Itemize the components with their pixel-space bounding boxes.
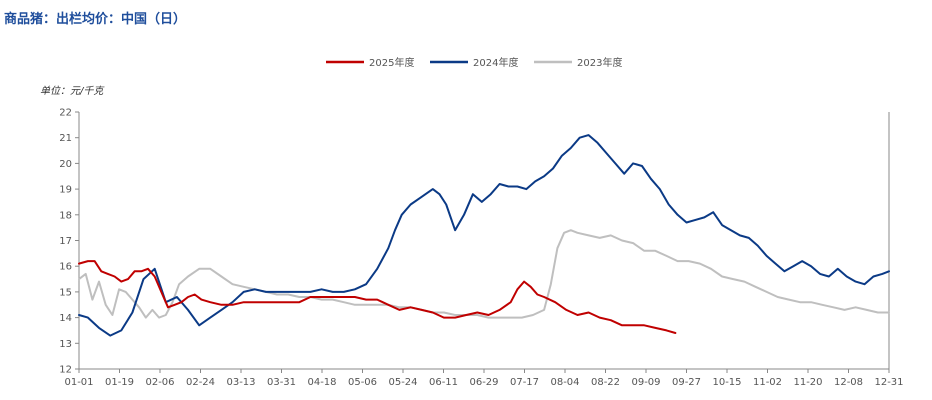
series-line-2 [78,229,890,319]
x-tick-label: 01-19 [105,377,134,388]
x-tick-label: 03-13 [226,377,255,388]
y-tick-label: 16 [59,262,72,273]
y-tick-label: 12 [59,365,72,376]
x-tick-label: 06-29 [469,377,498,388]
y-tick-label: 17 [59,236,72,247]
x-tick-label: 09-27 [672,377,701,388]
y-tick-label: 20 [59,159,72,170]
x-tick-label: 08-22 [591,377,620,388]
x-tick-label: 07-17 [510,377,539,388]
x-tick-label: 02-06 [145,377,174,388]
y-tick-label: 14 [59,313,72,324]
x-tick-label: 08-04 [550,377,579,388]
unit-label: 单位：元/千克 [40,86,104,97]
legend-label: 2023年度 [577,56,622,69]
x-tick-label: 02-24 [186,377,215,388]
x-tick-label: 05-24 [388,377,417,388]
chart-axes: 12 13 14 15 16 17 18 19 20 21 22 01-01 01-19 02-06 02-… [59,108,903,389]
chart-series [78,134,890,337]
x-tick-label: 11-20 [793,377,822,388]
x-tick-label: 03-31 [267,377,296,388]
series-line-1 [78,134,890,337]
x-tick-label: 10-15 [712,377,741,388]
x-tick-label: 06-11 [429,377,458,388]
x-tick-label: 11-02 [753,377,782,388]
x-tick-label: 01-01 [64,377,93,388]
y-tick-label: 15 [59,287,72,298]
page-title: 商品猪：出栏均价：中国（日） [4,12,187,27]
x-tick-label: 05-06 [348,377,377,388]
y-tick-label: 19 [59,185,72,196]
x-tick-label: 04-18 [307,377,336,388]
y-tick-label: 13 [59,339,72,350]
x-tick-label: 09-09 [631,377,660,388]
y-tick-label: 18 [59,210,72,221]
legend-label: 2024年度 [473,56,518,69]
y-tick-label: 21 [59,133,72,144]
x-tick-label: 12-31 [874,377,903,388]
x-tick-label: 12-08 [834,377,863,388]
chart-legend: 2025年度 2024年度 2023年度 [326,56,622,69]
legend-label: 2025年度 [369,56,414,69]
y-tick-label: 22 [59,108,72,119]
series-line-0 [78,260,677,334]
